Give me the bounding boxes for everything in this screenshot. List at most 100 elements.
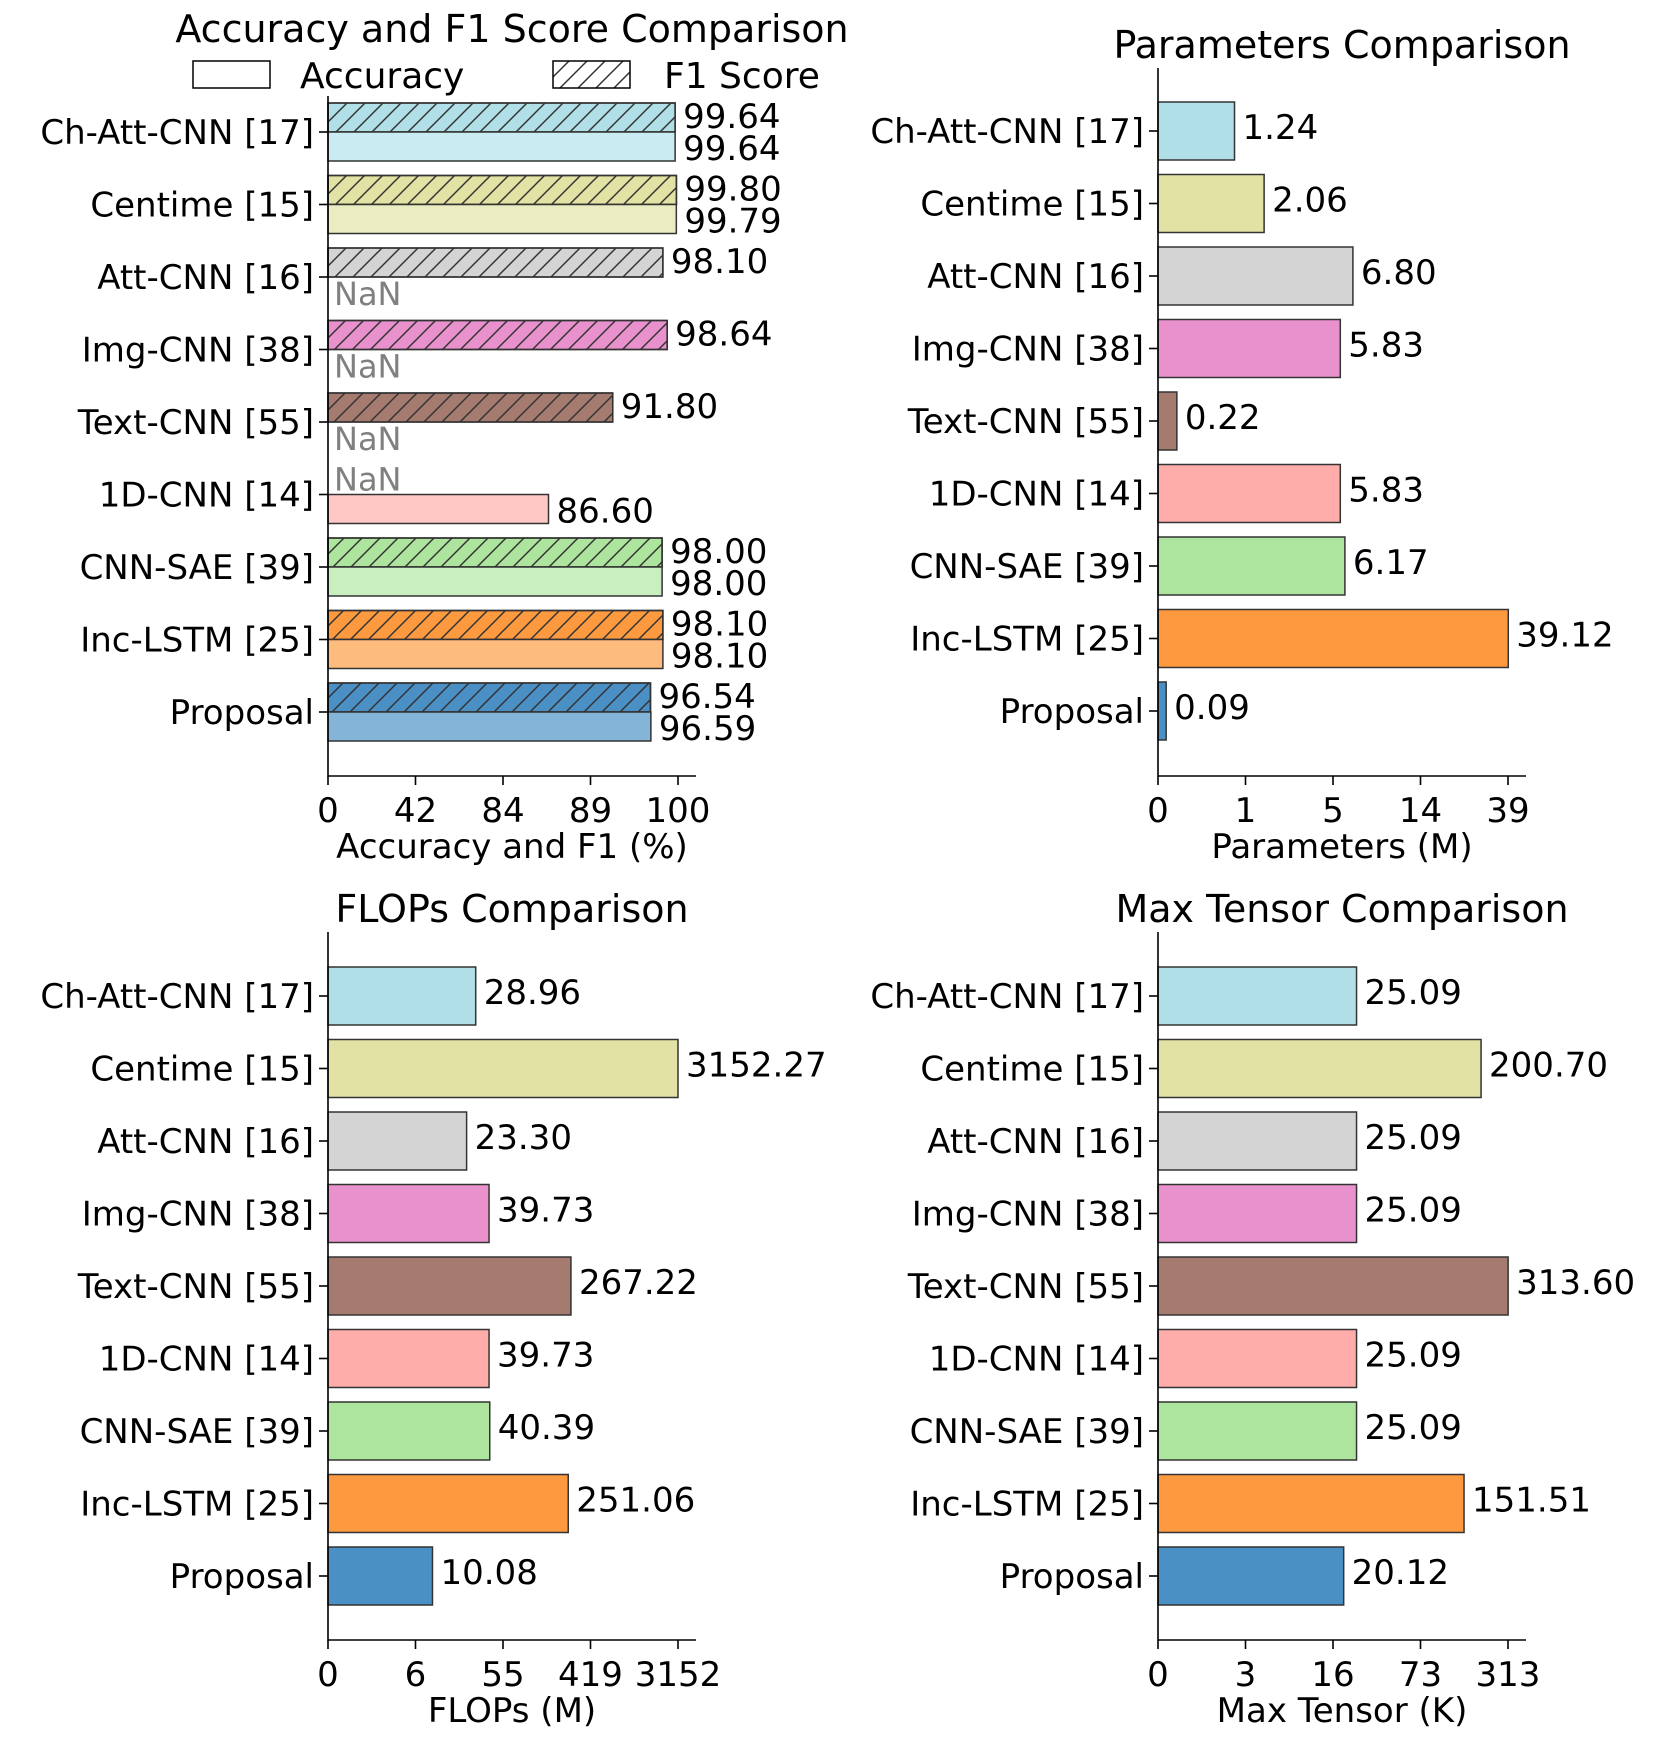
flops-bar-inc-lstm-25	[327, 1473, 569, 1534]
category-label-text-cnn-55: Text-CNN [55]	[907, 402, 1144, 442]
flops-value-label: 39.73	[497, 1336, 594, 1376]
accuracy-x-label: Accuracy and F1 (%)	[336, 827, 688, 867]
tensor-bar-att-cnn-16	[1157, 1111, 1358, 1171]
category-label-proposal: Proposal	[170, 693, 314, 733]
accuracy-bars	[327, 102, 678, 742]
params-bar-text-cnn-55	[1157, 391, 1178, 451]
tensor-value-label: 313.60	[1516, 1263, 1635, 1303]
category-label-text-cnn-55: Text-CNN [55]	[77, 1267, 314, 1307]
params-tick-label: 1	[1235, 791, 1257, 831]
category-label-inc-lstm-25: Inc-LSTM [25]	[80, 621, 314, 661]
flops-value-label: 3152.27	[686, 1046, 827, 1086]
params-value-label: 1.24	[1243, 108, 1319, 148]
legend-accuracy-swatch	[192, 60, 271, 89]
params-value-label: 0.09	[1174, 688, 1250, 728]
category-label-att-cnn-16: Att-CNN [16]	[97, 258, 314, 298]
accuracy-bar-centime-15	[327, 203, 678, 235]
flops-bar-text-cnn-55	[327, 1256, 572, 1316]
max-tensor-axes	[1157, 932, 1526, 1641]
f1-bar-hatch-centime-15	[327, 174, 678, 206]
accuracy-value-label: 98.10	[671, 637, 768, 677]
f1-bar-hatch-img-cnn-38	[327, 319, 668, 351]
category-label-1d-cnn-14: 1D-CNN [14]	[99, 1340, 314, 1380]
tensor-bar-text-cnn-55	[1157, 1256, 1509, 1316]
params-bar-inc-lstm-25	[1157, 608, 1510, 669]
category-label-centime-15: Centime [15]	[90, 1050, 314, 1090]
flops-value-label: 251.06	[576, 1481, 695, 1521]
f1-bar-hatch-text-cnn-55	[327, 392, 614, 423]
legend-accuracy-label: Accuracy	[300, 56, 464, 97]
accuracy-category-labels: Ch-Att-CNN [17] Centime [15] Att-CNN [16] I…	[40, 113, 328, 733]
category-label-1d-cnn-14: 1D-CNN [14]	[929, 475, 1144, 515]
accuracy-nan-label: NaN	[334, 420, 401, 458]
parameters-x-label: Parameters (M)	[1211, 827, 1472, 867]
flops-chart-title: FLOPs Comparison	[335, 887, 688, 931]
category-label-img-cnn-38: Img-CNN [38]	[912, 1195, 1144, 1235]
category-label-cnn-sae-39: CNN-SAE [39]	[910, 1412, 1144, 1452]
tensor-tick-label: 3	[1235, 1655, 1257, 1695]
flops-value-label: 40.39	[498, 1408, 595, 1448]
category-label-inc-lstm-25: Inc-LSTM [25]	[910, 620, 1144, 660]
accuracy-value-label: 99.79	[684, 202, 781, 242]
tensor-value-label: 25.09	[1365, 1191, 1462, 1231]
accuracy-bar-inc-lstm-25	[327, 638, 664, 670]
parameters-axes	[1157, 68, 1526, 777]
category-label-img-cnn-38: Img-CNN [38]	[82, 331, 314, 371]
parameters-category-labels: Ch-Att-CNN [17] Centime [15] Att-CNN [16] I…	[870, 112, 1158, 732]
f1-nan-label: NaN	[334, 461, 401, 499]
accuracy-f1-panel: Accuracy and F1 Score Comparison Accurac…	[40, 7, 848, 867]
params-value-label: 6.80	[1361, 253, 1437, 293]
flops-bar-proposal	[327, 1546, 434, 1606]
accuracy-bar-proposal	[327, 711, 652, 742]
flops-bar-ch-att-cnn-17	[327, 966, 477, 1026]
accuracy-x-ticks: 0 42 84 89 100	[317, 776, 710, 831]
acc-tick-label: 89	[569, 791, 612, 831]
category-label-cnn-sae-39: CNN-SAE [39]	[910, 547, 1144, 587]
tensor-tick-label: 16	[1311, 1655, 1354, 1695]
params-bar-1d-cnn-14	[1157, 463, 1342, 524]
flops-bar-att-cnn-16	[327, 1111, 468, 1171]
category-label-ch-att-cnn-17: Ch-Att-CNN [17]	[40, 977, 314, 1017]
category-label-text-cnn-55: Text-CNN [55]	[77, 403, 314, 443]
params-tick-label: 5	[1322, 791, 1344, 831]
parameters-bars	[1157, 101, 1510, 741]
accuracy-bar-1d-cnn-14	[327, 493, 550, 525]
max-tensor-panel: Max Tensor Comparison Ch-Att-CNN [17] Cen…	[870, 887, 1635, 1731]
f1-value-label: 98.10	[671, 242, 768, 282]
flops-bar-cnn-sae-39	[327, 1401, 491, 1461]
accuracy-legend: Accuracy F1 Score	[192, 56, 820, 97]
legend-f1-label: F1 Score	[664, 56, 820, 97]
tensor-value-label: 25.09	[1365, 973, 1462, 1013]
params-tick-label: 14	[1399, 791, 1442, 831]
tensor-tick-label: 0	[1147, 1655, 1169, 1695]
params-tick-label: 39	[1486, 791, 1529, 831]
accuracy-nan-label: NaN	[334, 275, 401, 313]
f1-value-label: 91.80	[621, 387, 718, 427]
flops-bar-centime-15	[327, 1038, 679, 1099]
category-label-img-cnn-38: Img-CNN [38]	[912, 330, 1144, 370]
max-tensor-value-labels: 25.09200.7025.0925.09313.6025.0925.09151…	[1352, 973, 1635, 1593]
tensor-value-label: 25.09	[1365, 1336, 1462, 1376]
category-label-ch-att-cnn-17: Ch-Att-CNN [17]	[40, 113, 314, 153]
flops-tick-label: 0	[317, 1655, 339, 1695]
category-label-att-cnn-16: Att-CNN [16]	[97, 1122, 314, 1162]
f1-bar-hatch-cnn-sae-39	[327, 537, 663, 568]
params-tick-label: 0	[1147, 791, 1169, 831]
acc-tick-label: 42	[394, 791, 437, 831]
accuracy-nan-label: NaN	[334, 348, 401, 386]
tensor-bar-1d-cnn-14	[1157, 1328, 1358, 1389]
acc-tick-label: 84	[481, 791, 524, 831]
flops-bar-1d-cnn-14	[327, 1328, 490, 1389]
acc-tick-label: 0	[317, 791, 339, 831]
category-label-proposal: Proposal	[1000, 1557, 1144, 1597]
params-value-label: 39.12	[1516, 616, 1613, 656]
f1-value-label: 98.00	[670, 532, 767, 572]
legend-f1-swatch	[552, 60, 631, 89]
accuracy-value-labels: 99.6499.6499.8099.7998.10NaN98.64NaN91.8…	[334, 97, 782, 749]
params-value-label: 0.22	[1185, 398, 1261, 438]
category-label-proposal: Proposal	[1000, 692, 1144, 732]
f1-value-label: 96.54	[658, 677, 755, 717]
f1-bar-hatch-att-cnn-16	[327, 247, 664, 278]
params-bar-img-cnn-38	[1157, 318, 1342, 379]
parameters-chart-title: Parameters Comparison	[1113, 23, 1570, 67]
